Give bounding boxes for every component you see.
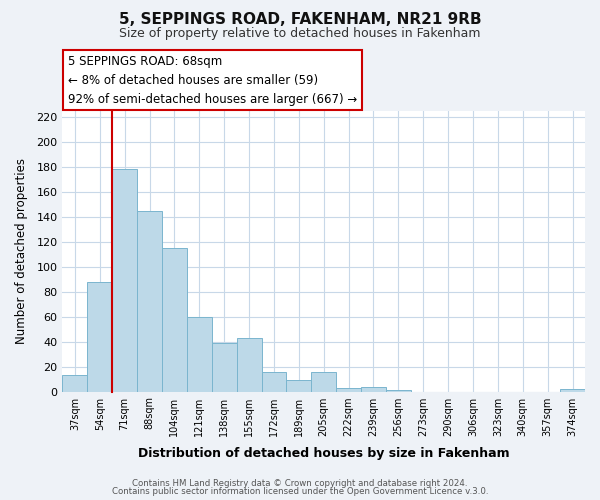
X-axis label: Distribution of detached houses by size in Fakenham: Distribution of detached houses by size … [138,447,509,460]
Text: 5 SEPPINGS ROAD: 68sqm
← 8% of detached houses are smaller (59)
92% of semi-deta: 5 SEPPINGS ROAD: 68sqm ← 8% of detached … [68,54,357,106]
Bar [286,380,311,392]
Bar [311,372,336,392]
Bar [336,388,361,392]
Text: Size of property relative to detached houses in Fakenham: Size of property relative to detached ho… [119,28,481,40]
Bar [88,282,112,392]
Bar [262,372,286,392]
Text: Contains HM Land Registry data © Crown copyright and database right 2024.: Contains HM Land Registry data © Crown c… [132,478,468,488]
Bar [386,390,411,392]
Bar [112,168,137,392]
Bar [361,386,386,392]
Bar [162,248,187,392]
Bar [212,343,236,392]
Bar [187,317,212,392]
Text: Contains public sector information licensed under the Open Government Licence v.: Contains public sector information licen… [112,487,488,496]
Y-axis label: Number of detached properties: Number of detached properties [15,158,28,344]
Bar [560,389,585,392]
Text: 5, SEPPINGS ROAD, FAKENHAM, NR21 9RB: 5, SEPPINGS ROAD, FAKENHAM, NR21 9RB [119,12,481,28]
Bar [62,376,88,392]
Bar [137,211,162,392]
Bar [236,338,262,392]
